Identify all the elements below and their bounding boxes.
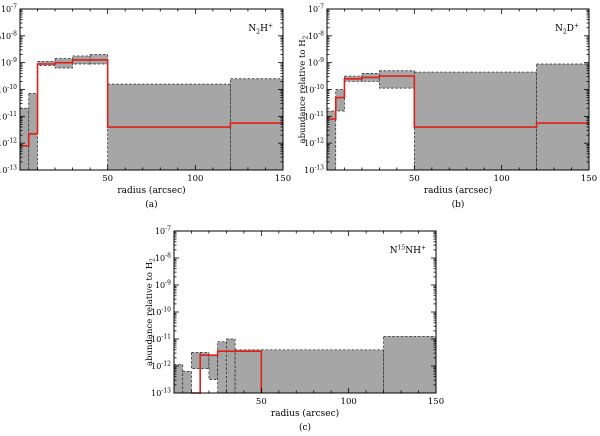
y-tick-label: 10-10 xyxy=(304,84,324,95)
band-bin-6 xyxy=(536,63,590,171)
y-tick-label: 10-9 xyxy=(308,57,324,68)
model-line xyxy=(327,75,589,128)
x-tick-label: 50 xyxy=(102,174,113,184)
band-bin-7 xyxy=(230,78,284,171)
y-axis-label: abundance relative to H2 xyxy=(0,35,3,143)
y-tick-label: 10-11 xyxy=(0,111,17,122)
y-tick-label: 10-11 xyxy=(151,334,171,345)
x-tick-label: 150 xyxy=(428,397,444,407)
panel-b: 10-13 10-12 10-11 10-10 10-9 10-8 10-7 50 100 150… xyxy=(298,4,597,211)
band-bin-7 xyxy=(234,349,262,394)
x-tick-label: 100 xyxy=(341,397,357,407)
band-bin-4 xyxy=(208,354,219,380)
y-tick-label: 10-13 xyxy=(0,165,17,176)
panel-c: 10-13 10-12 10-11 10-10 10-9 10-8 10-7 50 100 150… xyxy=(145,226,444,434)
y-tick-label: 10-12 xyxy=(151,361,171,372)
band-bin-2 xyxy=(191,352,201,370)
model-line xyxy=(20,59,283,147)
y-tick-label: 10-8 xyxy=(155,253,171,264)
y-tick-label: 10-12 xyxy=(0,138,17,149)
y-tick-label: 10-7 xyxy=(155,226,171,237)
x-axis-label: radius (arcsec) xyxy=(117,185,185,196)
y-tick-label: 10-11 xyxy=(304,111,324,122)
y-tick-label: 10-7 xyxy=(308,4,324,15)
x-tick-label: 150 xyxy=(581,174,597,184)
y-tick-label: 10-9 xyxy=(155,280,171,291)
panel-a: 10-13 10-12 10-11 10-10 10-9 10-8 10-7 50 100 150… xyxy=(0,4,291,211)
model-line xyxy=(191,350,263,394)
y-tick-label: 10-12 xyxy=(304,138,324,149)
species-label: N2D+ xyxy=(555,23,579,36)
band-bin-4 xyxy=(379,70,415,89)
x-axis-label: radius (arcsec) xyxy=(424,185,492,196)
x-tick-label: 100 xyxy=(187,174,203,184)
band-bin-1 xyxy=(182,371,192,394)
panel-caption: (b) xyxy=(452,199,465,210)
y-axis-label: abundance relative to H2 xyxy=(298,35,310,143)
x-tick-label: 100 xyxy=(494,174,510,184)
y-tick-label: 10-9 xyxy=(1,57,17,68)
species-label: N2H+ xyxy=(248,23,273,36)
band-bin-1 xyxy=(335,89,345,112)
band-bin-5 xyxy=(217,341,227,394)
band-bin-8 xyxy=(260,349,384,394)
species-label: N15NH+ xyxy=(390,245,426,257)
y-tick-label: 10-8 xyxy=(1,30,17,41)
y-tick-label: 10-8 xyxy=(308,30,324,41)
y-tick-label: 10-13 xyxy=(151,388,171,399)
x-tick-label: 150 xyxy=(275,174,291,184)
band-bin-5 xyxy=(413,71,537,171)
y-axis-label: abundance relative to H2 xyxy=(145,258,157,366)
y-tick-label: 10-10 xyxy=(0,84,17,95)
y-tick-label: 10-13 xyxy=(304,165,324,176)
band-bin-0 xyxy=(326,110,337,171)
x-axis-label: radius (arcsec) xyxy=(271,408,339,419)
panel-caption: (a) xyxy=(145,199,157,210)
band-bin-9 xyxy=(383,335,437,394)
band-bin-6 xyxy=(226,338,236,394)
y-tick-label: 10-10 xyxy=(151,307,171,318)
band-bin-1 xyxy=(28,93,38,171)
x-tick-label: 50 xyxy=(409,174,420,184)
band-bin-3 xyxy=(199,352,210,370)
panel-caption: (c) xyxy=(299,422,311,433)
y-tick-label: 10-7 xyxy=(1,4,17,15)
x-tick-label: 50 xyxy=(256,397,267,407)
